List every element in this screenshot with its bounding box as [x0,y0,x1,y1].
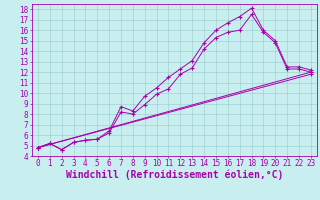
X-axis label: Windchill (Refroidissement éolien,°C): Windchill (Refroidissement éolien,°C) [66,170,283,180]
